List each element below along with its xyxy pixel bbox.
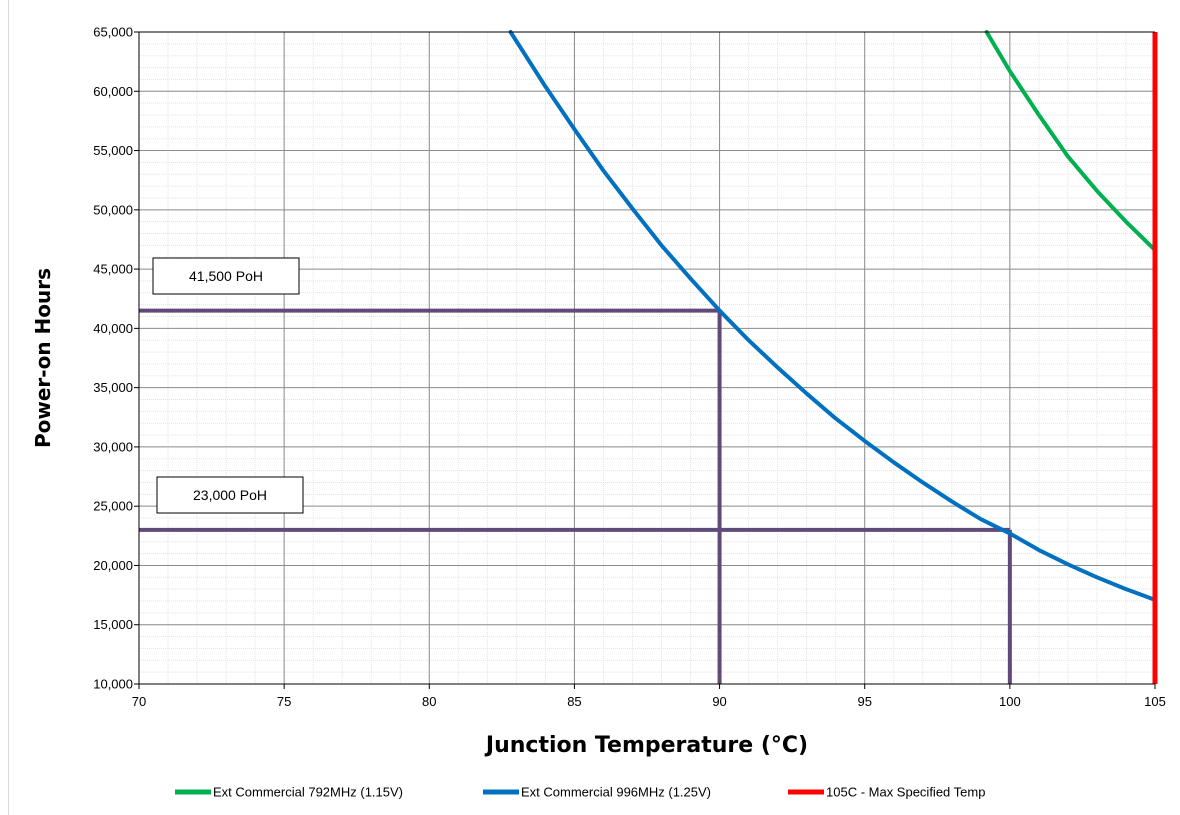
plot-background [139,32,1155,684]
y-tick-label: 60,000 [93,84,133,99]
y-tick-label: 50,000 [93,202,133,217]
legend-label: Ext Commercial 792MHz (1.15V) [213,785,403,800]
axes [134,31,1156,689]
y-tick-label: 45,000 [93,262,133,277]
callout-labels: 41,500 PoH 23,000 PoH [152,257,304,514]
y-tick-label: 30,000 [93,439,133,454]
series-line-1 [984,30,1157,253]
legend-label: Ext Commercial 996MHz (1.25V) [521,785,711,800]
series-line-2 [508,30,1157,602]
y-tick-labels: 10,000 15,000 20,000 25,000 30,000 35,000 40,0… [93,25,133,692]
x-tick-label: 100 [999,694,1021,709]
callout-label: 23,000 PoH [193,487,267,503]
y-tick-label: 35,000 [93,380,133,395]
x-tick-label: 85 [567,694,581,709]
legend: Ext Commercial 792MHz (1.15V) Ext Commerc… [175,785,985,800]
plot-area [139,32,1155,684]
legend-label: 105C - Max Specified Temp [826,785,985,800]
callout-box [156,476,304,514]
y-axis-title: Power-on Hours [31,268,55,448]
y-tick-label: 55,000 [93,143,133,158]
callout-label: 41,500 PoH [189,268,263,284]
callout-box [152,257,300,295]
x-tick-label: 105 [1144,694,1166,709]
reference-lines [139,308,1012,684]
y-tick-label: 25,000 [93,499,133,514]
x-axis-title: Junction Temperature (°C) [484,733,808,758]
y-tick-label: 20,000 [93,558,133,573]
x-tick-labels: 70 75 80 85 90 95 100 105 [132,694,1166,709]
data-series [508,30,1158,684]
y-tick-label: 10,000 [93,677,133,692]
y-tick-label: 15,000 [93,617,133,632]
x-tick-label: 90 [712,694,726,709]
left-border-line [8,0,9,815]
x-tick-label: 70 [132,694,146,709]
x-tick-label: 75 [277,694,291,709]
x-tick-label: 80 [422,694,436,709]
x-tick-label: 95 [857,694,871,709]
y-tick-label: 40,000 [93,321,133,336]
y-tick-label: 65,000 [93,25,133,40]
